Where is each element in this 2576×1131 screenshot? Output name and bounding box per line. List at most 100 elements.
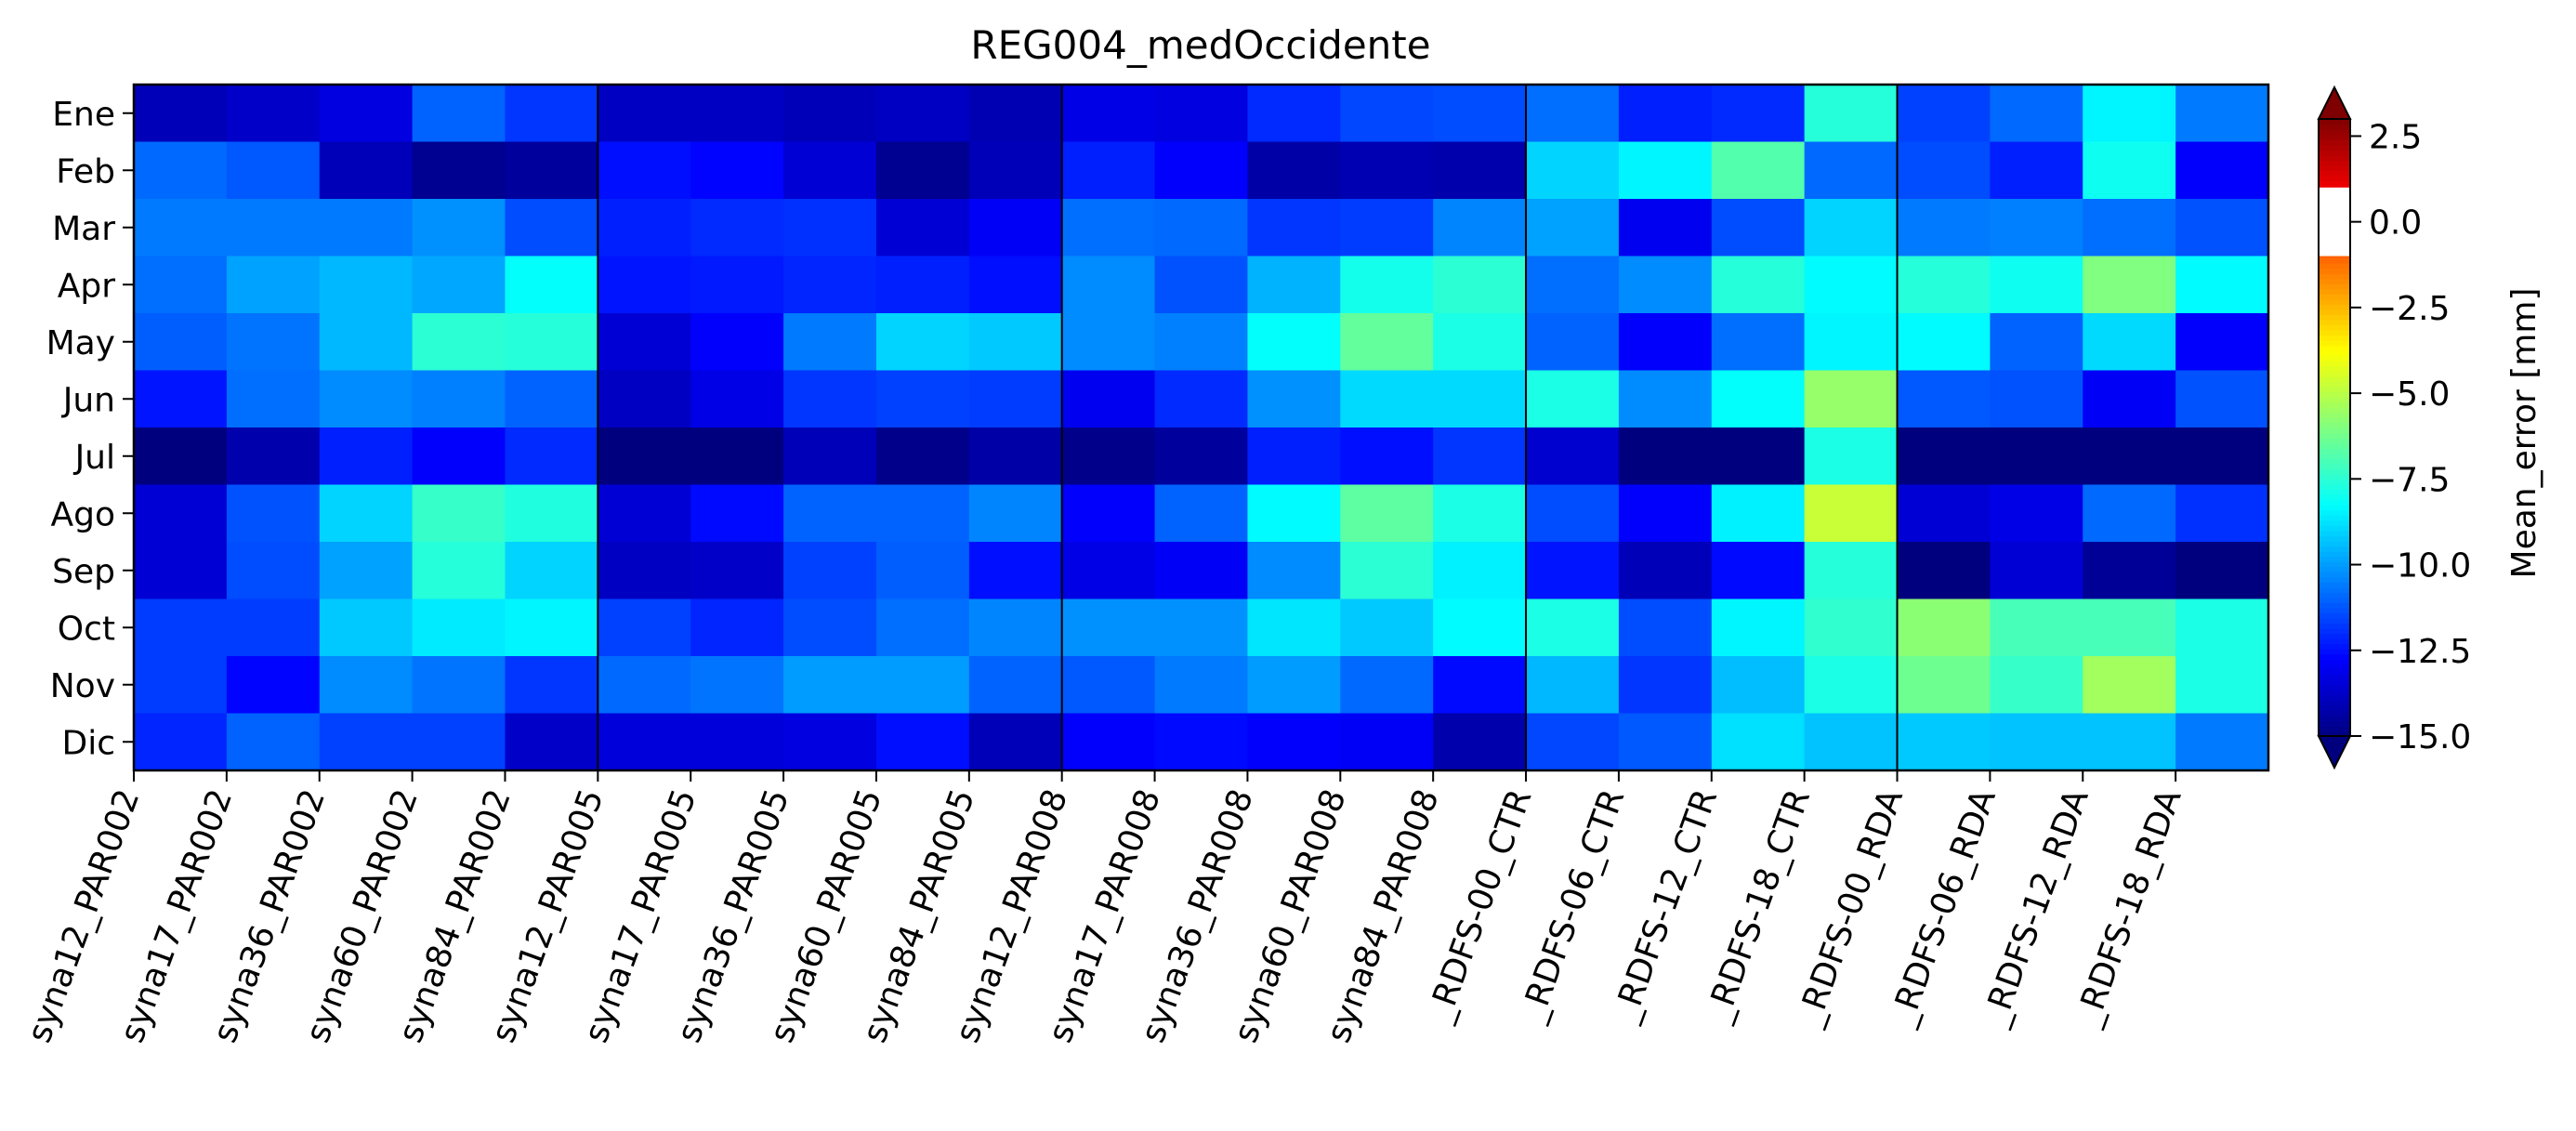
- heatmap-cell: [1061, 313, 1156, 372]
- heatmap-cell: [134, 656, 228, 715]
- heatmap-cell: [319, 484, 414, 543]
- heatmap-cell: [783, 713, 877, 771]
- colorbar-segment: [2319, 458, 2350, 465]
- heatmap-cell: [598, 313, 691, 372]
- colorbar-segment: [2319, 546, 2350, 552]
- heatmap-cell: [875, 598, 970, 657]
- heatmap-cell: [2083, 256, 2176, 314]
- colorbar-segment: [2319, 406, 2350, 414]
- heatmap-cell: [1526, 85, 1620, 143]
- heatmap-cell: [1990, 141, 2083, 200]
- heatmap-cell: [598, 199, 691, 257]
- heatmap-cell: [783, 656, 877, 715]
- heatmap-cell: [1804, 427, 1899, 486]
- heatmap-cell: [412, 256, 506, 314]
- heatmap-cell: [1061, 713, 1156, 771]
- colorbar-segment: [2319, 144, 2350, 151]
- colorbar-segment: [2319, 505, 2350, 511]
- heatmap-cell: [1340, 256, 1434, 314]
- heatmap-cell: [1897, 370, 1991, 428]
- heatmap-cell: [1618, 256, 1713, 314]
- heatmap-cell: [1061, 85, 1156, 143]
- column-labels: syna12_PAR002syna17_PAR002syna36_PAR002s…: [20, 770, 2189, 1047]
- heatmap-cell: [319, 141, 414, 200]
- heatmap-cell: [1247, 313, 1341, 372]
- heatmap-cell: [319, 427, 414, 486]
- colorbar-segment: [2319, 530, 2350, 536]
- heatmap-cell: [875, 484, 970, 543]
- heatmap-cell: [1247, 256, 1341, 314]
- row-label: May: [46, 324, 115, 362]
- colorbar-segment: [2319, 283, 2350, 290]
- heatmap-cell: [2083, 85, 2176, 143]
- heatmap-cell: [1804, 484, 1899, 543]
- heatmap-cell: [1433, 256, 1527, 314]
- colorbar-segment: [2319, 124, 2350, 130]
- colorbar-segment: [2319, 119, 2350, 125]
- colorbar-segment: [2319, 643, 2350, 650]
- heatmap-cell: [1618, 199, 1713, 257]
- heatmap-cell: [1526, 313, 1620, 372]
- heatmap-cell: [1804, 542, 1899, 600]
- group-separators: [597, 85, 1899, 770]
- heatmap-cell: [226, 484, 321, 543]
- row-label: Ene: [52, 96, 115, 134]
- colorbar-segment: [2319, 525, 2350, 532]
- heatmap-cell: [783, 199, 877, 257]
- heatmap-cell: [968, 427, 1063, 486]
- colorbar-segment: [2319, 566, 2350, 572]
- colorbar-segment: [2319, 396, 2350, 403]
- heatmap-cell: [968, 484, 1063, 543]
- heatmap-cell: [783, 542, 877, 600]
- heatmap-cell: [1618, 370, 1713, 428]
- heatmap-cell: [1897, 713, 1991, 771]
- heatmap-cell: [226, 656, 321, 715]
- heatmap-cell: [1154, 313, 1249, 372]
- heatmap-cell: [226, 713, 321, 771]
- heatmap-cell: [968, 713, 1063, 771]
- heatmap-cell: [783, 598, 877, 657]
- colorbar-segment: [2319, 617, 2350, 625]
- heatmap-cell: [1154, 598, 1249, 657]
- colorbar-segment: [2319, 633, 2350, 639]
- heatmap-cell: [1711, 256, 1806, 314]
- colorbar-segment: [2319, 679, 2350, 686]
- plot-frame: [132, 83, 2270, 772]
- heatmap-cell: [2083, 656, 2176, 715]
- heatmap-cell: [968, 85, 1063, 143]
- heatmap-cell: [968, 656, 1063, 715]
- heatmap-cell: [1154, 427, 1249, 486]
- colorbar-segment: [2319, 479, 2350, 485]
- heatmap-cell: [412, 313, 506, 372]
- colorbar-segment: [2319, 350, 2350, 357]
- colorbar-label: Mean_error [mm]: [2505, 288, 2543, 579]
- heatmap-cell: [1247, 484, 1341, 543]
- heatmap-cell: [1990, 713, 2083, 771]
- heatmap-cell: [1711, 598, 1806, 657]
- heatmap-cell: [226, 256, 321, 314]
- heatmap-cell: [1340, 484, 1434, 543]
- heatmap-cell: [226, 199, 321, 257]
- heatmap-cell: [875, 313, 970, 372]
- colorbar-tick-label: −7.5: [2369, 461, 2450, 499]
- colorbar-segment: [2319, 365, 2350, 372]
- heatmap-cell: [1618, 713, 1713, 771]
- heatmap-cell: [134, 85, 228, 143]
- heatmap-cell: [1061, 199, 1156, 257]
- colorbar-segment: [2319, 412, 2350, 418]
- colorbar-segment: [2319, 416, 2350, 424]
- heatmap-cell: [783, 484, 877, 543]
- heatmap-cell: [598, 713, 691, 771]
- colorbar-tick-label: −15.0: [2369, 718, 2471, 756]
- heatmap-cell: [1804, 370, 1899, 428]
- heatmap-cell: [134, 141, 228, 200]
- heatmap-cell: [2083, 199, 2176, 257]
- heatmap-cell: [505, 199, 598, 257]
- colorbar-segment: [2319, 298, 2350, 305]
- heatmap-cell: [875, 713, 970, 771]
- heatmap-cell: [412, 713, 506, 771]
- heatmap-cell: [319, 713, 414, 771]
- heatmap-cell: [1061, 370, 1156, 428]
- colorbar-segment: [2319, 535, 2350, 542]
